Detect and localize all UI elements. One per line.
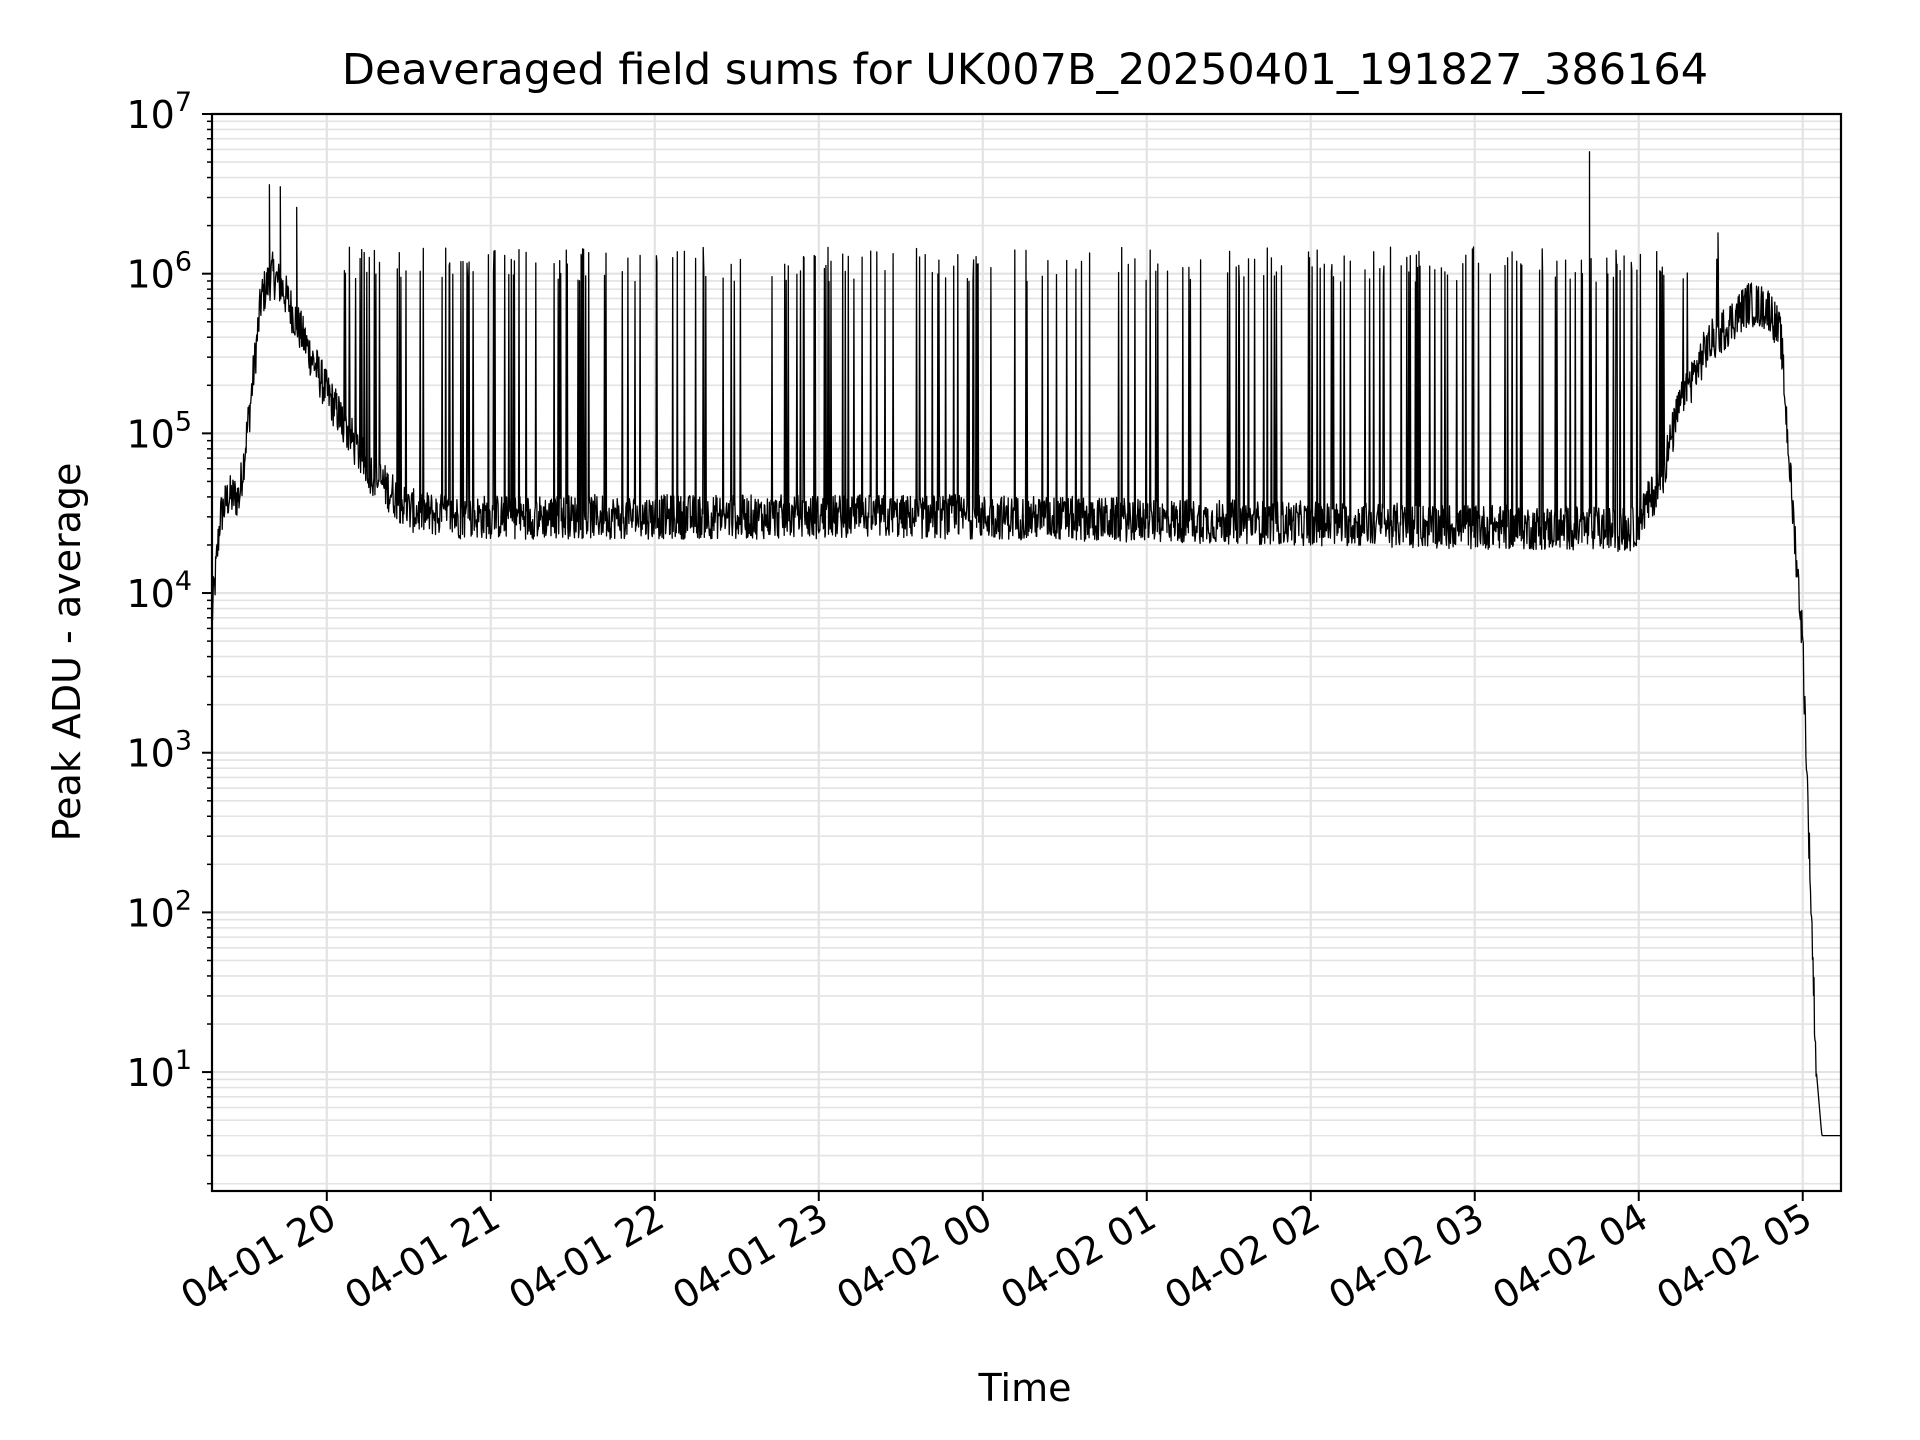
- series-line-path: [211, 151, 1842, 1137]
- x-tick-label: 04-01 22: [501, 1195, 671, 1319]
- x-tick-label: 04-01 23: [665, 1195, 835, 1319]
- y-tick-label: 104: [126, 566, 192, 616]
- plot-frame: [210, 112, 1843, 1193]
- x-tick-label: 04-01 20: [173, 1195, 343, 1319]
- x-tick-label: 04-01 21: [337, 1195, 507, 1319]
- y-axis-label: Peak ADU - average: [45, 463, 89, 842]
- y-tick-label: 102: [126, 885, 192, 935]
- y-tick-label: 106: [126, 247, 192, 297]
- y-axis: 101 102 103 104 105 106 107: [126, 87, 212, 1185]
- x-tick-label: 04-02 03: [1321, 1195, 1491, 1319]
- x-axis-label: Time: [978, 1366, 1072, 1410]
- x-tick-label: 04-02 05: [1649, 1195, 1819, 1319]
- x-tick-label: 04-02 04: [1485, 1195, 1655, 1319]
- y-tick-label: 101: [126, 1045, 192, 1095]
- y-tick-label: 103: [126, 726, 192, 776]
- chart-title: Deaveraged field sums for UK007B_2025040…: [342, 45, 1708, 95]
- x-tick-label: 04-02 02: [1157, 1195, 1327, 1319]
- data-series-line: [211, 151, 1842, 1137]
- x-tick-label: 04-02 00: [829, 1195, 999, 1319]
- x-tick-label: 04-02 01: [993, 1195, 1163, 1319]
- y-tick-label: 105: [126, 406, 192, 456]
- y-tick-label: 107: [126, 87, 192, 137]
